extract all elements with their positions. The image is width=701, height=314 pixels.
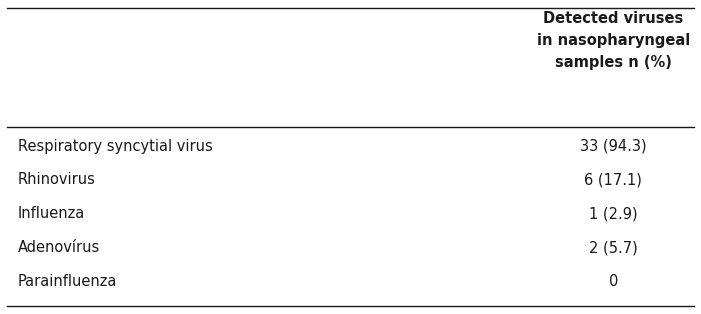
Text: Adenovírus: Adenovírus (18, 240, 100, 255)
Text: Respiratory syncytial virus: Respiratory syncytial virus (18, 138, 212, 154)
Text: Rhinovirus: Rhinovirus (18, 172, 95, 187)
Text: 2 (5.7): 2 (5.7) (589, 240, 638, 255)
Text: Influenza: Influenza (18, 206, 85, 221)
Text: 6 (17.1): 6 (17.1) (585, 172, 642, 187)
Text: 1 (2.9): 1 (2.9) (589, 206, 638, 221)
Text: Detected viruses
in nasopharyngeal
samples n (%): Detected viruses in nasopharyngeal sampl… (537, 11, 690, 70)
Text: 0: 0 (608, 274, 618, 289)
Text: 33 (94.3): 33 (94.3) (580, 138, 647, 154)
Text: Parainfluenza: Parainfluenza (18, 274, 117, 289)
